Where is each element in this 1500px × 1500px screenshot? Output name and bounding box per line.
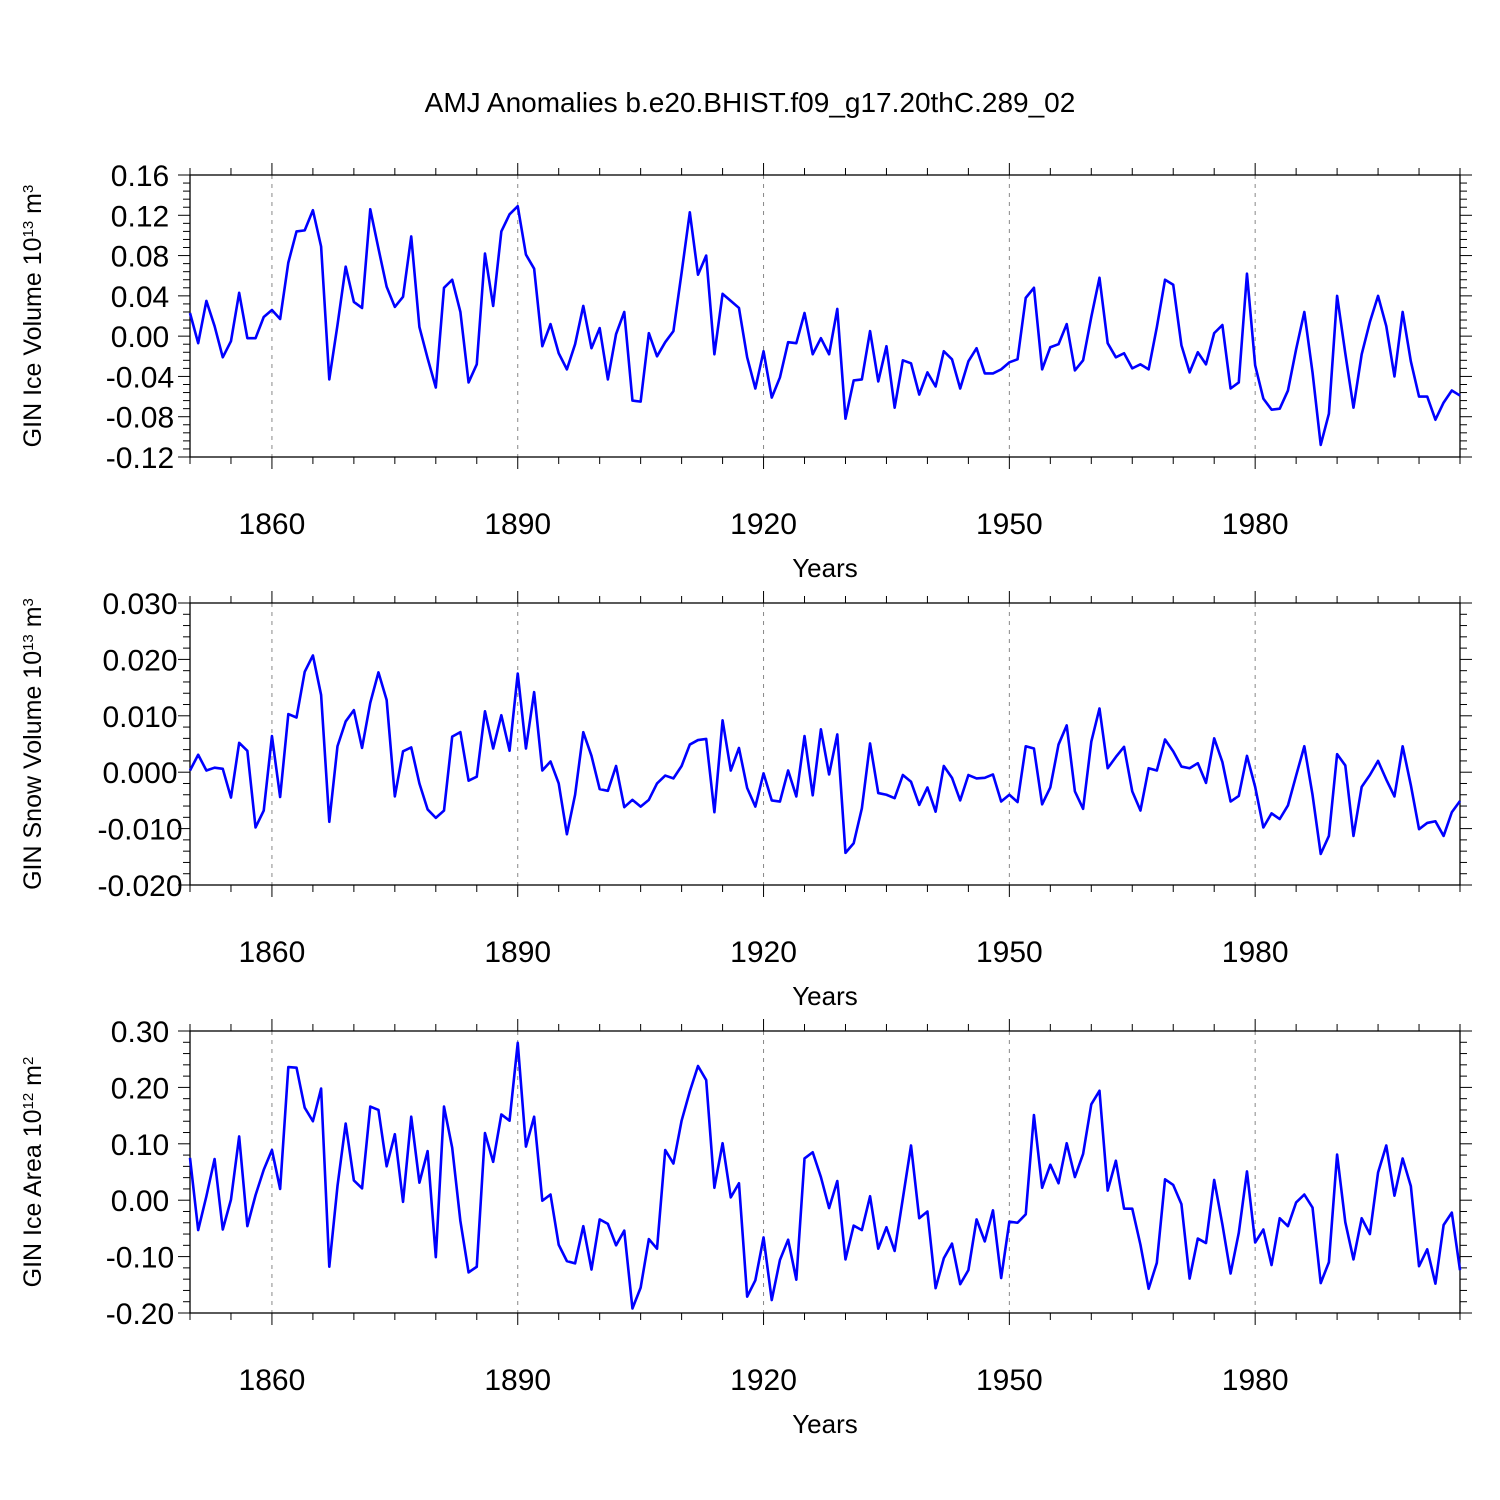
plot-frame — [189, 1030, 1461, 1314]
x-tick-label: 1920 — [730, 1364, 797, 1397]
plot-frame — [189, 602, 1461, 886]
x-tick-label: 1980 — [1222, 1364, 1289, 1397]
x-tick-label: 1860 — [239, 1364, 306, 1397]
x-tick-label: 1950 — [976, 936, 1043, 969]
panel-2: -0.020 -0.010 0.000 0.010 0.020 0.030 1860 1890… — [19, 588, 1472, 1011]
panel-3: -0.20 -0.10 0.00 0.10 0.20 0.30 1860 1890 1920 19… — [19, 1016, 1472, 1439]
y-axis-label: GIN Snow Volume 1013 m3 — [19, 598, 47, 890]
y-axis-label-text: m — [19, 1065, 47, 1093]
y-axis-label-text: GIN Snow Volume 10 — [19, 651, 47, 890]
y-axis-label-exponent: 3 — [20, 598, 37, 606]
x-tick-label: 1890 — [484, 936, 551, 969]
series-line — [188, 204, 1461, 447]
panel-1: -0.12 -0.08 -0.04 0.00 0.04 0.08 0.12 0.16 1860 1… — [19, 160, 1472, 583]
y-tick-label: -0.10 — [106, 1242, 174, 1275]
y-tick-label: 0.010 — [102, 701, 177, 734]
y-axis-label-text: GIN Ice Area 10 — [19, 1109, 47, 1287]
x-axis-label: Years — [792, 553, 858, 583]
y-tick-label: -0.04 — [106, 361, 174, 394]
series-line — [188, 654, 1462, 856]
y-axis-label-text: GIN Ice Volume 10 — [19, 237, 47, 447]
y-tick-label: -0.20 — [106, 1298, 174, 1331]
y-axis-label-text: m — [19, 193, 47, 221]
series-line — [188, 1041, 1462, 1310]
y-tick-label: 0.16 — [111, 160, 169, 193]
y-axis-label-exponent: 12 — [20, 1093, 37, 1110]
y-tick-label: 0.04 — [111, 281, 169, 314]
y-tick-label: 0.00 — [111, 1185, 169, 1218]
chart-title: AMJ Anomalies b.e20.BHIST.f09_g17.20thC.… — [425, 87, 1076, 118]
x-tick-label: 1890 — [484, 1364, 551, 1397]
x-axis-label: Years — [792, 981, 858, 1011]
y-tick-label: -0.12 — [106, 442, 174, 475]
y-tick-label: -0.08 — [106, 402, 174, 435]
y-tick-label: 0.000 — [102, 757, 177, 790]
y-axis-label-text: m — [19, 606, 47, 634]
x-tick-label: 1890 — [484, 508, 551, 541]
y-tick-label: 0.20 — [111, 1072, 169, 1105]
y-tick-label: 0.12 — [111, 200, 169, 233]
y-axis-label-exponent: 3 — [20, 185, 37, 193]
y-axis-label-exponent: 13 — [20, 221, 37, 238]
x-tick-label: 1980 — [1222, 936, 1289, 969]
y-tick-label: 0.020 — [102, 644, 177, 677]
x-tick-label: 1860 — [239, 508, 306, 541]
x-tick-label: 1950 — [976, 508, 1043, 541]
y-tick-label: 0.08 — [111, 241, 169, 274]
y-tick-label: 0.00 — [111, 321, 169, 354]
x-tick-label: 1980 — [1222, 508, 1289, 541]
x-tick-label: 1860 — [239, 936, 306, 969]
y-axis-label-exponent: 2 — [20, 1057, 37, 1065]
x-tick-label: 1950 — [976, 1364, 1043, 1397]
y-axis-label-exponent: 13 — [20, 634, 37, 651]
x-tick-label: 1920 — [730, 508, 797, 541]
x-axis-label: Years — [792, 1409, 858, 1439]
y-tick-label: 0.030 — [102, 588, 177, 621]
y-tick-label: 0.30 — [111, 1016, 169, 1049]
y-tick-label: -0.010 — [97, 814, 182, 847]
y-axis-label: GIN Ice Area 1012 m2 — [19, 1057, 47, 1288]
x-tick-label: 1920 — [730, 936, 797, 969]
y-tick-label: -0.020 — [97, 870, 182, 903]
y-axis-label: GIN Ice Volume 1013 m3 — [19, 185, 47, 448]
y-tick-label: 0.10 — [111, 1129, 169, 1162]
